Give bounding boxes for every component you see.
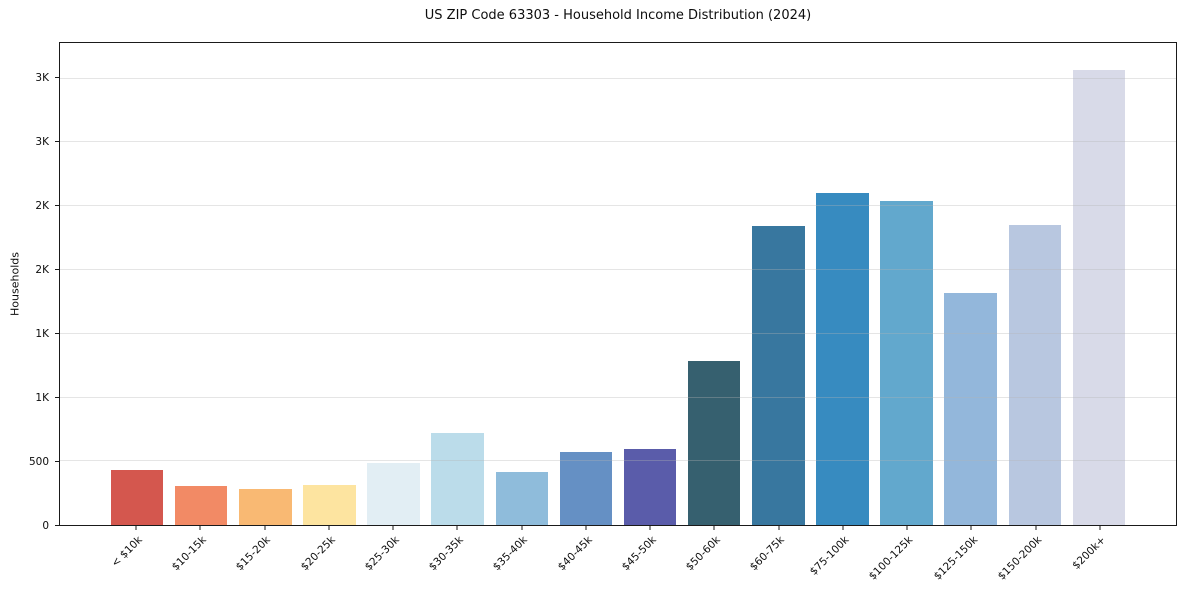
- bar: [687, 360, 741, 525]
- x-tick-label: < $10k: [109, 534, 145, 570]
- y-tick-label: 2K: [35, 199, 49, 212]
- chart-title: US ZIP Code 63303 - Household Income Dis…: [424, 8, 812, 23]
- x-tick-mark: [328, 526, 330, 530]
- x-tick-label: $20-25k: [298, 534, 338, 574]
- bar: [174, 486, 228, 525]
- y-tick-label: 3K: [35, 71, 49, 84]
- x-tick-mark: [521, 526, 523, 530]
- x-tick-mark: [713, 526, 715, 530]
- plot-area: [59, 42, 1177, 526]
- x-tick-label: $50-60k: [683, 534, 723, 574]
- bar: [816, 192, 869, 525]
- x-tick-mark: [906, 526, 908, 530]
- x-tick-mark: [585, 526, 587, 530]
- y-tick-mark: [55, 76, 59, 78]
- y-tick-mark: [55, 525, 59, 526]
- y-tick-mark: [55, 396, 59, 398]
- bar: [110, 470, 164, 525]
- x-axis: < $10k $10-15k $15-20k $20-25k $25-30k $30-35…: [59, 526, 1177, 590]
- y-tick-label: 1K: [35, 391, 49, 404]
- x-tick-mark: [970, 526, 972, 530]
- bar: [623, 448, 677, 525]
- x-tick-label: $125-150k: [931, 534, 980, 583]
- bar: [431, 432, 484, 525]
- x-tick-label: $200k+: [1070, 534, 1109, 572]
- y-tick-mark: [55, 268, 59, 270]
- x-tick-mark: [264, 526, 266, 530]
- y-axis: 0 500 1K 1K 2K 2K 3K 3K: [0, 42, 59, 532]
- bar: [559, 451, 613, 525]
- x-tick-mark: [392, 526, 394, 530]
- bar: [944, 292, 997, 525]
- y-tick-label: 500: [28, 455, 49, 468]
- bar: [1008, 225, 1062, 525]
- x-tick-mark: [649, 526, 651, 530]
- x-tick-mark: [456, 526, 458, 530]
- y-tick-label: 3K: [35, 135, 49, 148]
- bar: [495, 472, 549, 525]
- x-tick-label: $60-75k: [748, 534, 788, 574]
- bar: [367, 463, 420, 525]
- y-tick-label: 1K: [35, 327, 49, 340]
- x-tick-label: $75-100k: [807, 534, 852, 578]
- bar: [239, 489, 292, 525]
- bar: [880, 201, 933, 525]
- y-tick-label: 2K: [35, 263, 49, 276]
- x-tick-mark: [135, 526, 137, 530]
- x-tick-label: $40-45k: [555, 534, 595, 574]
- x-tick-label: $15-20k: [234, 534, 274, 574]
- y-tick-mark: [55, 460, 59, 462]
- y-tick-label: 0: [42, 520, 49, 532]
- bar: [752, 225, 805, 525]
- x-tick-label: $35-40k: [491, 534, 531, 574]
- bar: [303, 485, 356, 525]
- x-tick-mark: [199, 526, 201, 530]
- bar: [1072, 69, 1126, 525]
- x-axis-ticks: < $10k $10-15k $15-20k $20-25k $25-30k $30-35…: [104, 526, 1132, 590]
- x-tick-mark: [842, 526, 844, 530]
- x-tick-mark: [1099, 526, 1101, 530]
- x-tick-label: $25-30k: [362, 534, 402, 574]
- y-tick-mark: [55, 332, 59, 334]
- y-tick-mark: [55, 204, 59, 206]
- x-tick-label: $150-200k: [995, 534, 1045, 583]
- x-tick-label: $45-50k: [619, 534, 659, 574]
- x-tick-label: $10-15k: [169, 534, 209, 574]
- bars-container: [105, 43, 1131, 525]
- x-tick-label: $100-125k: [867, 534, 916, 583]
- x-tick-label: $30-35k: [426, 534, 466, 574]
- x-tick-mark: [1035, 526, 1037, 530]
- y-tick-mark: [55, 140, 59, 142]
- x-tick-mark: [778, 526, 780, 530]
